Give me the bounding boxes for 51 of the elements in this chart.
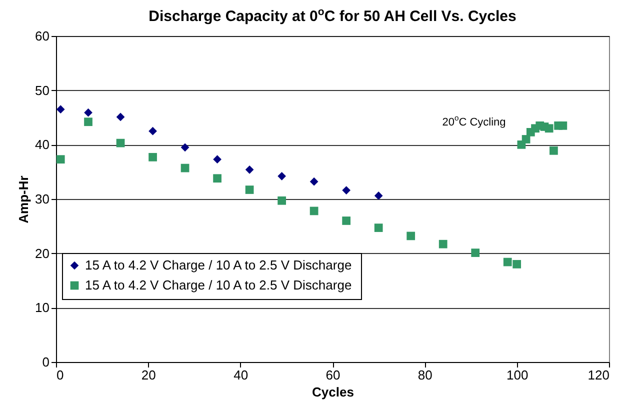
point <box>342 216 351 225</box>
x-tick-label: 20 <box>141 368 156 382</box>
point <box>245 165 254 174</box>
point <box>503 258 512 266</box>
point <box>180 143 190 152</box>
y-tick-label: 30 <box>35 192 50 206</box>
y-tick-label: 10 <box>35 300 50 316</box>
point <box>471 248 480 257</box>
point <box>56 105 65 114</box>
y-tick-label: 0 <box>42 354 50 370</box>
point <box>374 192 383 200</box>
y-tick-label: 20 <box>35 246 50 261</box>
point <box>544 124 554 133</box>
point <box>180 164 190 172</box>
point <box>148 152 157 162</box>
point <box>522 135 530 144</box>
point <box>310 177 318 186</box>
y-axis-title: Amp-Hr <box>16 176 32 224</box>
point <box>278 172 286 180</box>
x-tick-label: 40 <box>234 368 248 382</box>
x-tick-label: 120 <box>588 368 610 382</box>
point <box>438 240 448 248</box>
x-tick-label: 100 <box>506 368 528 382</box>
x-axis-title: Cycles <box>312 384 354 400</box>
point <box>84 118 92 126</box>
x-tick-label: 80 <box>418 368 432 382</box>
point <box>148 126 157 136</box>
y-tick-label: 60 <box>35 28 50 44</box>
point <box>116 112 125 122</box>
point <box>342 186 351 194</box>
point <box>56 155 65 164</box>
point <box>512 260 522 268</box>
y-tick-label: 40 <box>35 137 50 152</box>
point <box>406 232 416 240</box>
point <box>550 146 558 155</box>
point <box>374 224 383 232</box>
point <box>310 206 318 216</box>
y-tick-label: 50 <box>35 82 50 98</box>
annotation: 20$^{o}$C Cycling <box>442 114 506 128</box>
point <box>213 174 222 183</box>
point <box>213 155 222 164</box>
x-tick-label: 60 <box>326 368 340 382</box>
point <box>558 121 568 130</box>
point <box>278 196 286 205</box>
legend-label: 15 A to 4.2 V Charge / 10 A to 2.5 V Discharge <box>85 258 352 272</box>
legend-label: 15 A to 4.2 V Charge / 10 A to 2.5 V Discharge <box>85 278 352 292</box>
point <box>116 138 125 148</box>
chart-title: Discharge Capacity at 0$^{o}$C for 50 AH Cell Vs. Cycles <box>148 6 518 25</box>
point <box>84 108 92 117</box>
x-tick-label: 0 <box>56 368 64 382</box>
point <box>245 186 254 194</box>
